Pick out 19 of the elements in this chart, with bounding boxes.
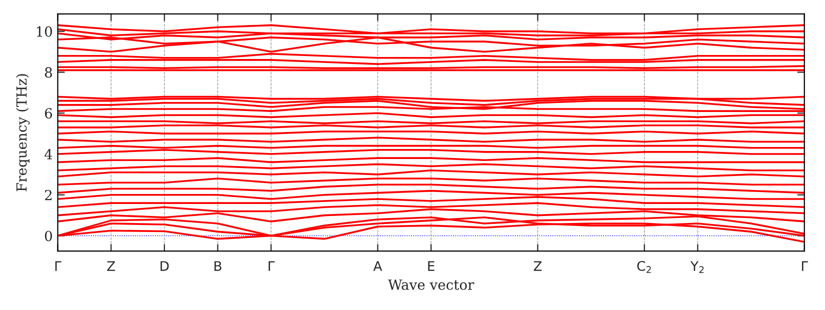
x-tick-label: Z — [107, 261, 116, 271]
x-tick-label: E — [428, 261, 434, 271]
x-tick-label: A — [373, 261, 382, 271]
x-tick-label: Γ — [268, 261, 275, 271]
x-tick-label: D — [160, 261, 169, 271]
y-tick-label: 4 — [44, 148, 52, 160]
y-tick-label: 6 — [44, 108, 52, 119]
y-tick-label: 2 — [44, 190, 52, 200]
x-tick-label: Γ — [55, 261, 62, 271]
x-tick-label: Y$_{2}$ — [690, 261, 704, 273]
x-tick-label: Γ — [802, 261, 808, 271]
y-axis-title: Frequency (THz) — [16, 74, 30, 192]
x-axis-title: Wave vector — [388, 280, 474, 290]
x-tick-label: B — [214, 261, 222, 271]
y-tick-label: 8 — [44, 67, 52, 78]
y-tick-label: 0 — [44, 230, 52, 242]
x-tick-label: Z — [534, 261, 542, 271]
y-tick-label: 10 — [36, 26, 52, 37]
x-tick-label: C$_{2}$ — [637, 260, 651, 273]
